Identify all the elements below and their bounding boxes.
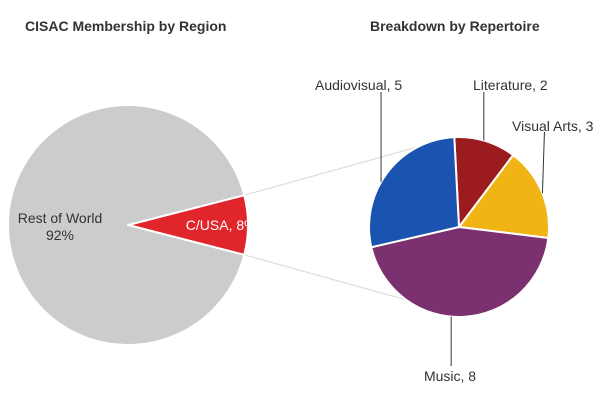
slice-label-audiovisual: Audiovisual, 5 xyxy=(315,77,402,93)
pie-slice-music xyxy=(370,226,550,318)
repertoire-pie xyxy=(368,136,550,318)
slice-label-rest-of-world: Rest of World xyxy=(18,210,103,226)
pie-slice-audiovisual xyxy=(368,136,460,249)
slice-label-music: Music, 8 xyxy=(424,368,476,384)
connector-line-bottom xyxy=(244,254,407,301)
slice-value-rest-of-world: 92% xyxy=(46,227,74,243)
slice-label-visual-arts: Visual Arts, 3 xyxy=(512,118,594,134)
slice-label-c-usa: C/USA, 8% xyxy=(186,217,257,233)
connector-line-top xyxy=(244,146,419,196)
right-chart-title: Breakdown by Repertoire xyxy=(370,18,540,34)
region-pie xyxy=(7,104,249,346)
leader-lines xyxy=(380,92,545,366)
pie-slice-visual-arts xyxy=(458,154,550,239)
slice-label-literature: Literature, 2 xyxy=(473,77,548,93)
leader-line-visual-arts xyxy=(541,131,545,194)
pie-slice-rest-of-world xyxy=(7,104,246,346)
left-chart-title: CISAC Membership by Region xyxy=(25,18,227,34)
connector-lines xyxy=(244,146,419,301)
